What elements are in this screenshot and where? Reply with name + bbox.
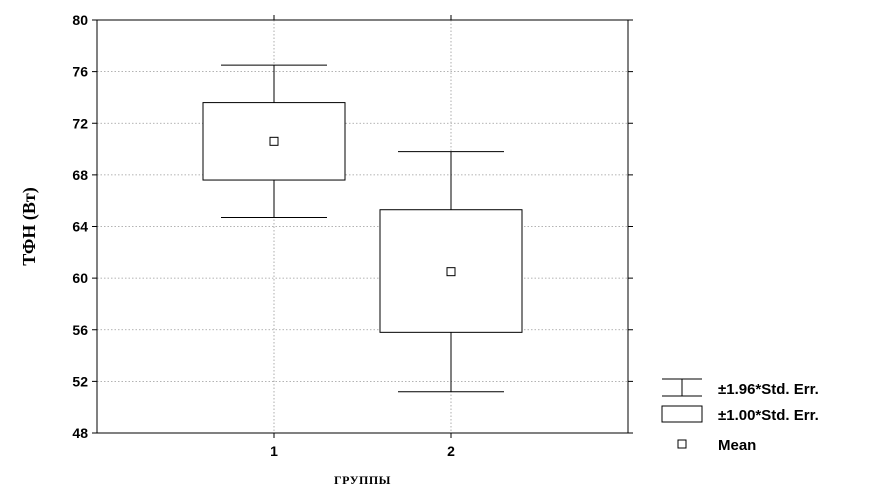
legend-label-whisker: ±1.96*Std. Err. <box>718 381 819 398</box>
legend: ±1.96*Std. Err. ±1.00*Std. Err. Mean <box>661 378 819 454</box>
y-tick-label: 56 <box>72 322 88 338</box>
x-axis-title: ГРУППЫ <box>334 473 391 487</box>
mean-marker <box>269 136 279 146</box>
y-tick-label: 72 <box>72 115 88 131</box>
y-tick-label: 76 <box>72 64 88 80</box>
legend-label-box: ±1.00*Std. Err. <box>718 407 819 424</box>
y-tick-label: 60 <box>72 270 88 286</box>
y-axis-title: ТФН (Вт) <box>19 187 40 265</box>
x-tick-label: 2 <box>447 443 455 459</box>
y-tick-label: 68 <box>72 167 88 183</box>
legend-mean-icon <box>677 439 687 449</box>
grid-lines <box>97 20 628 433</box>
y-tick-label: 52 <box>72 373 88 389</box>
legend-box-icon <box>661 405 703 423</box>
legend-whisker-icon <box>662 378 702 397</box>
x-tick-label: 1 <box>270 443 278 459</box>
mean-marker <box>446 267 456 277</box>
y-tick-label: 64 <box>72 219 88 235</box>
box-groups <box>202 64 523 393</box>
box-group-1 <box>202 64 346 218</box>
y-tick-label: 48 <box>72 425 88 441</box>
legend-label-mean: Mean <box>718 437 756 454</box>
y-axis-ticks: 48 52 56 60 64 68 72 76 80 <box>72 12 633 441</box>
plot-frame <box>96 19 629 434</box>
box-group-2 <box>379 151 523 393</box>
y-tick-label: 80 <box>72 12 88 28</box>
